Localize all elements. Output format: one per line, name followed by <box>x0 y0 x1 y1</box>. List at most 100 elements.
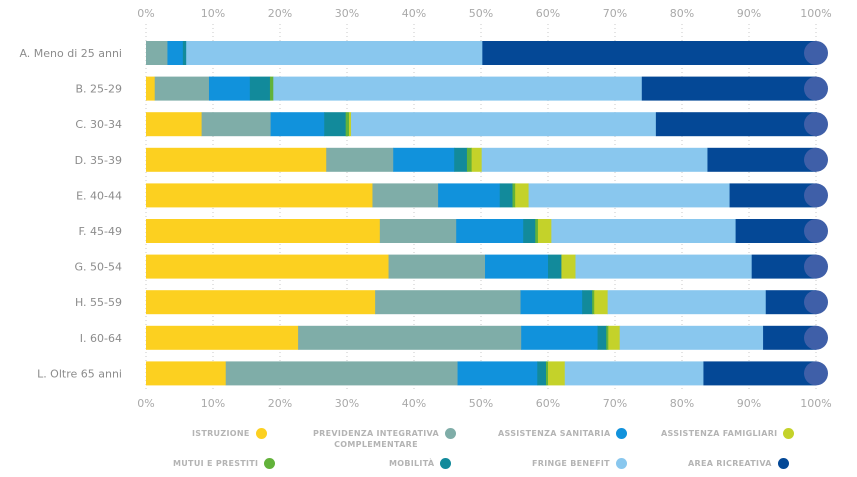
bar-segment <box>594 290 609 315</box>
bar-segment <box>707 147 817 172</box>
bar-segment <box>201 112 272 137</box>
x-tick-label: 90% <box>737 397 761 410</box>
bar-end-cap <box>804 76 828 101</box>
bar-segment <box>393 147 455 172</box>
bar-segment <box>154 76 210 101</box>
bar-segment <box>515 183 529 208</box>
bar-segment <box>641 76 817 101</box>
bars <box>146 41 828 386</box>
bar-segment <box>146 219 381 243</box>
category-label: D. 35-39 <box>75 154 122 167</box>
bar-segment <box>548 361 566 386</box>
x-tick-label: 70% <box>603 397 627 410</box>
x-axis-bottom: 0% 10% 20% 30% 40% 50% 60% 70% 80% 90% 100% <box>137 397 831 410</box>
bar-segment <box>375 290 521 315</box>
bar-segment <box>186 41 483 65</box>
x-tick-label: 50% <box>469 397 493 410</box>
x-tick-label: 30% <box>335 7 359 20</box>
bar-segment <box>597 325 607 350</box>
bar-segment <box>551 219 736 243</box>
bar-end-cap <box>804 290 828 315</box>
bar-row <box>146 76 828 101</box>
bar-segment <box>351 112 657 137</box>
category-label: L. Oltre 65 anni <box>37 367 122 380</box>
bar-segment <box>273 76 643 101</box>
x-tick-label: 80% <box>670 7 694 20</box>
category-label: H. 55-59 <box>75 296 122 309</box>
bar-segment <box>146 41 168 65</box>
bar-segment <box>208 76 251 101</box>
bar-segment <box>146 361 227 386</box>
bar-segment <box>548 254 562 279</box>
bar-segment <box>438 183 501 208</box>
bar-row <box>146 325 828 350</box>
bar-segment <box>537 361 547 386</box>
category-label: E. 40-44 <box>76 189 122 202</box>
bar-segment <box>521 325 598 350</box>
bar-segment <box>456 219 524 243</box>
bar-segment <box>249 76 271 101</box>
bar-segment <box>606 325 609 350</box>
category-label: G. 50-54 <box>75 261 122 274</box>
bar-segment <box>372 183 439 208</box>
category-label: A. Meno di 25 anni <box>19 47 122 60</box>
x-tick-label: 40% <box>402 7 426 20</box>
bar-row <box>146 219 828 243</box>
x-tick-label: 100% <box>800 7 831 20</box>
bar-segment <box>523 219 536 243</box>
bar-end-cap <box>804 219 828 243</box>
bar-segment <box>729 183 818 208</box>
bar-segment <box>561 254 576 279</box>
bar-segment <box>270 112 325 137</box>
bar-segment <box>481 147 708 172</box>
bar-segment <box>146 254 389 279</box>
bar-segment <box>564 361 704 386</box>
category-label: C. 30-34 <box>75 118 122 131</box>
bar-segment <box>326 147 394 172</box>
x-tick-label: 10% <box>201 7 225 20</box>
bar-row <box>146 254 828 279</box>
bar-segment <box>457 361 538 386</box>
x-tick-label: 0% <box>137 7 154 20</box>
bar-row <box>146 290 828 315</box>
bar-row <box>146 147 828 172</box>
bar-segment <box>454 147 468 172</box>
bar-segment <box>545 361 549 386</box>
bar-segment <box>388 254 486 279</box>
bar-segment <box>575 254 753 279</box>
bar-segment <box>324 112 347 137</box>
x-tick-label: 40% <box>402 397 426 410</box>
bar-segment <box>592 290 595 315</box>
bar-segment <box>298 325 522 350</box>
bar-segment <box>345 112 350 137</box>
bar-segment <box>167 41 184 65</box>
bar-segment <box>269 76 274 101</box>
bar-end-cap <box>804 325 828 350</box>
bar-segment <box>146 76 156 101</box>
category-label: F. 45-49 <box>78 225 122 238</box>
x-axis-top: 0% 10% 20% 30% 40% 50% 60% 70% 80% 90% 100% <box>137 7 831 20</box>
bar-segment <box>225 361 458 386</box>
x-tick-label: 20% <box>268 397 292 410</box>
bar-segment <box>182 41 187 65</box>
bar-segment <box>146 183 373 208</box>
x-tick-label: 0% <box>137 397 154 410</box>
bar-segment <box>607 290 767 315</box>
bar-segment <box>619 325 764 350</box>
bar-end-cap <box>804 361 828 386</box>
bar-segment <box>349 112 352 137</box>
bar-segment <box>471 147 483 172</box>
bar-end-cap <box>804 41 828 65</box>
category-label: B. 25-29 <box>75 83 122 96</box>
x-tick-label: 30% <box>335 397 359 410</box>
bar-row <box>146 183 828 208</box>
bar-segment <box>146 147 327 172</box>
x-tick-label: 90% <box>737 7 761 20</box>
bar-segment <box>608 325 621 350</box>
bar-segment <box>146 290 376 315</box>
bar-segment <box>535 219 539 243</box>
bar-segment <box>735 219 817 243</box>
bar-row <box>146 41 828 65</box>
x-tick-label: 10% <box>201 397 225 410</box>
